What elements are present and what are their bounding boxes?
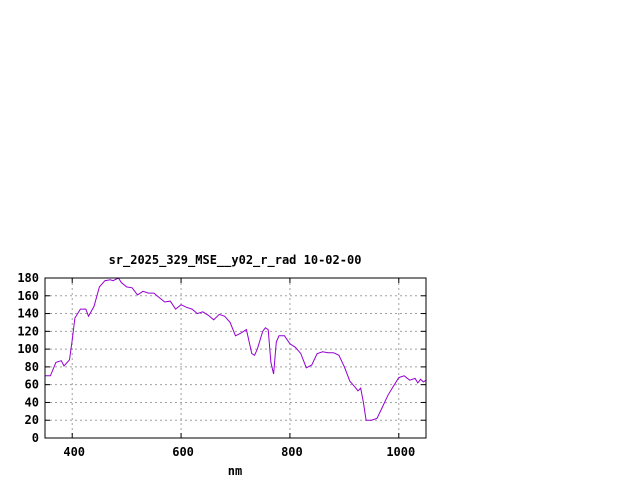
y-tick-label: 60 [25, 378, 39, 392]
chart-title: sr_2025_329_MSE__y02_r_rad 10-02-00 [109, 253, 362, 268]
y-tick-label: 20 [25, 413, 39, 427]
y-tick-label: 0 [32, 431, 39, 445]
x-tick-label: 1000 [386, 445, 415, 459]
y-tick-label: 120 [17, 324, 39, 338]
ticks: 0 20 40 60 80 100 120 140 160 180 400 600 800 1000 [17, 271, 426, 459]
plot-frame [44, 277, 427, 439]
x-tick-label: 800 [281, 445, 303, 459]
y-tick-label: 80 [25, 360, 39, 374]
y-tick-label: 140 [17, 307, 39, 321]
grid [45, 278, 426, 438]
x-tick-label: 600 [172, 445, 194, 459]
y-tick-label: 160 [17, 289, 39, 303]
y-tick-label: 180 [17, 271, 39, 285]
series-line [45, 277, 427, 421]
x-tick-label: 400 [63, 445, 85, 459]
y-tick-label: 100 [17, 342, 39, 356]
y-tick-label: 40 [25, 395, 39, 409]
x-axis-label: nm [228, 464, 242, 478]
